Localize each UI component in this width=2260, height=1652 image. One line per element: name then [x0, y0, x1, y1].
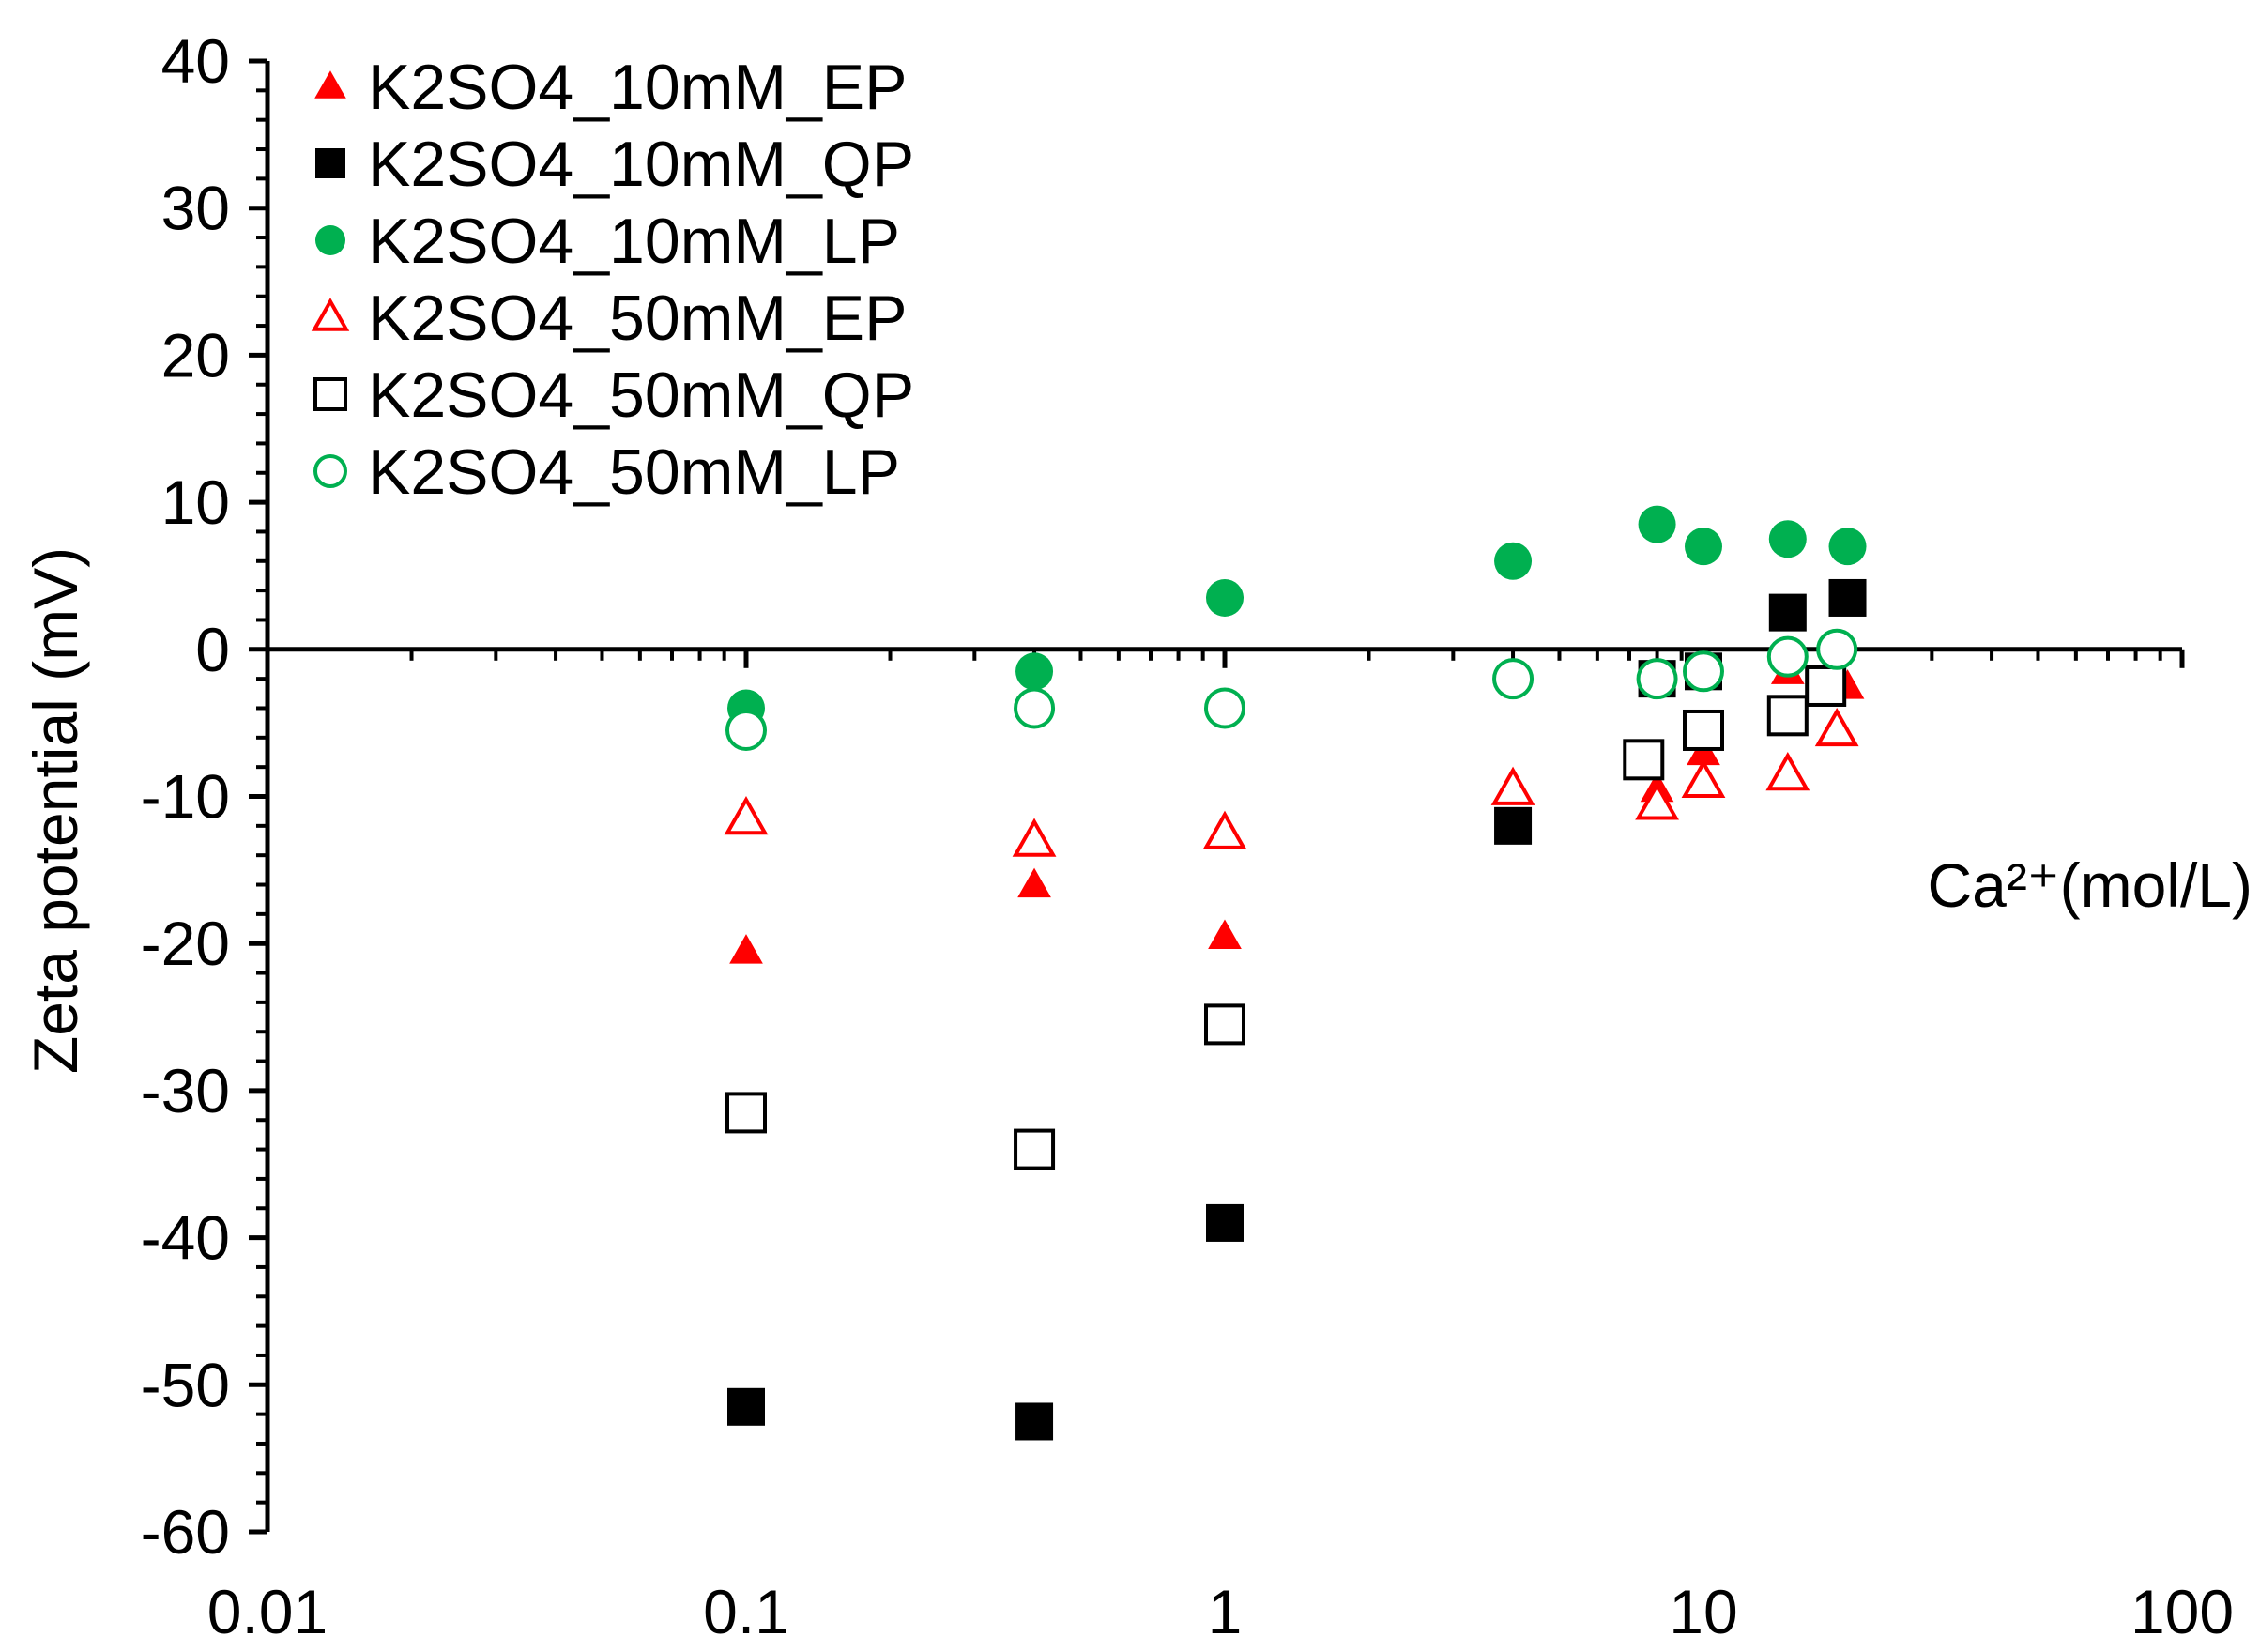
- data-point: [1206, 1203, 1244, 1242]
- legend-marker: [314, 70, 346, 99]
- data-point: [1015, 652, 1054, 691]
- legend-label: K2SO4_50mM_QP: [368, 359, 914, 431]
- data-point: [1766, 695, 1809, 737]
- data-point: [1204, 687, 1245, 729]
- legend-label: K2SO4_10mM_QP: [368, 129, 914, 200]
- data-point: [1015, 1402, 1054, 1441]
- data-point: [1204, 1003, 1245, 1046]
- data-point: [1014, 687, 1056, 729]
- y-tick-label: -60: [141, 1497, 230, 1567]
- y-tick-label: -50: [141, 1350, 230, 1419]
- series-k2so4-50mm-ep: [724, 707, 1859, 857]
- y-tick-label: 20: [161, 320, 230, 390]
- legend-marker: [313, 454, 347, 488]
- data-point: [1623, 739, 1665, 781]
- data-point: [1635, 781, 1679, 820]
- data-point: [727, 1387, 765, 1426]
- x-tick-label: 0.01: [207, 1577, 328, 1646]
- data-point: [724, 796, 769, 835]
- data-point: [1766, 635, 1809, 678]
- data-point: [1490, 766, 1535, 805]
- data-point: [1828, 528, 1867, 566]
- data-point: [1768, 593, 1807, 632]
- data-point: [1206, 578, 1244, 617]
- y-tick-label: -20: [141, 909, 230, 978]
- data-point: [1768, 520, 1807, 558]
- data-point: [1828, 578, 1867, 617]
- data-point: [1638, 505, 1676, 543]
- y-axis-title: Zeta potential (mV): [21, 547, 90, 1074]
- series-k2so4-10mm-ep: [729, 654, 1865, 964]
- legend-label: K2SO4_10mM_EP: [368, 52, 908, 123]
- y-tick-label: 40: [161, 26, 230, 96]
- data-point: [725, 709, 767, 751]
- x-axis-title: Ca²⁺(mol/L): [1927, 850, 2252, 920]
- data-point: [1202, 810, 1247, 849]
- data-point: [1492, 658, 1535, 700]
- legend-marker: [315, 148, 345, 178]
- y-tick-label: -10: [141, 762, 230, 832]
- y-tick-label: -30: [141, 1056, 230, 1125]
- data-point: [1012, 818, 1057, 857]
- data-point: [1208, 919, 1242, 949]
- data-point: [1494, 806, 1533, 845]
- y-tick-label: 30: [161, 174, 230, 243]
- data-point: [1765, 751, 1810, 791]
- x-tick-label: 10: [1669, 1577, 1737, 1646]
- data-point: [1494, 542, 1533, 580]
- data-point: [1814, 707, 1859, 747]
- data-point: [1681, 758, 1726, 799]
- legend-marker: [311, 298, 350, 331]
- data-point: [1683, 650, 1724, 693]
- legend-label: K2SO4_50mM_LP: [368, 436, 900, 508]
- legend-label: K2SO4_50mM_EP: [368, 283, 908, 354]
- legend-label: K2SO4_10mM_LP: [368, 206, 900, 277]
- data-point: [1805, 665, 1847, 707]
- y-tick-label: 0: [195, 615, 230, 684]
- legend-marker: [315, 225, 345, 255]
- x-tick-label: 1: [1208, 1577, 1243, 1646]
- data-point: [1017, 867, 1051, 898]
- data-point: [729, 934, 763, 964]
- legend: K2SO4_10mM_EPK2SO4_10mM_QPK2SO4_10mM_LPK…: [311, 52, 914, 508]
- series-k2so4-50mm-lp: [725, 628, 1858, 751]
- data-point: [725, 1092, 767, 1134]
- x-tick-label: 0.1: [703, 1577, 789, 1646]
- data-point: [1683, 709, 1724, 751]
- y-tick-label: -40: [141, 1203, 230, 1273]
- series-k2so4-50mm-qp: [725, 665, 1847, 1170]
- data-point: [1816, 628, 1858, 670]
- series-k2so4-10mm-lp: [727, 505, 1867, 727]
- series-k2so4-10mm-qp: [727, 578, 1867, 1441]
- data-point: [1685, 528, 1722, 566]
- x-tick-label: 100: [2130, 1577, 2234, 1646]
- y-tick-label: 10: [161, 467, 230, 537]
- legend-marker: [313, 377, 347, 411]
- data-point: [1014, 1128, 1056, 1170]
- data-point: [1636, 658, 1678, 700]
